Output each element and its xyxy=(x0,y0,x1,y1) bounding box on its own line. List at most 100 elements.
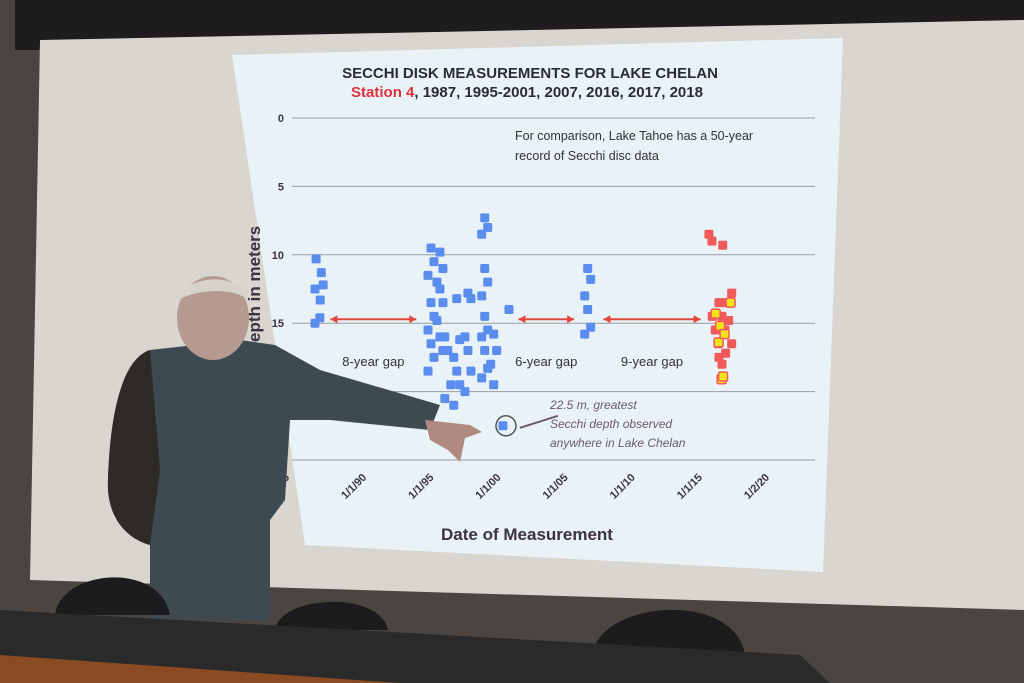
subtitle-years: , 1987, 1995-2001, 2007, 2016, 2017, 201… xyxy=(414,84,703,101)
data-point xyxy=(446,380,456,390)
data-point xyxy=(707,236,717,246)
data-point xyxy=(452,366,462,376)
data-point xyxy=(727,288,737,298)
data-point xyxy=(440,332,450,342)
data-point xyxy=(449,352,459,362)
data-point xyxy=(480,213,490,223)
chart-subtitle: Station 4, 1987, 1995-2001, 2007, 2016, … xyxy=(351,84,703,101)
data-point xyxy=(426,243,436,253)
data-point xyxy=(318,280,328,290)
data-point xyxy=(477,373,487,383)
gap-label: 6-year gap xyxy=(515,354,577,369)
record-circle xyxy=(495,415,517,437)
data-point xyxy=(315,295,325,305)
chair-back xyxy=(275,601,388,630)
gap-arrowhead xyxy=(330,315,338,324)
data-point xyxy=(504,305,514,315)
data-point xyxy=(483,222,493,232)
data-point xyxy=(311,254,321,264)
data-point xyxy=(466,366,476,376)
data-point xyxy=(423,270,433,280)
data-point xyxy=(460,332,470,342)
presenter-hair xyxy=(178,279,248,300)
data-point xyxy=(718,240,728,250)
data-point xyxy=(477,229,487,239)
presenter-shirt xyxy=(107,340,441,620)
data-point xyxy=(727,339,737,349)
y-tick-label: 5 xyxy=(278,181,284,193)
data-point xyxy=(429,352,439,362)
data-point xyxy=(480,311,490,321)
data-point xyxy=(717,371,729,382)
data-point xyxy=(717,359,727,369)
data-point xyxy=(310,318,320,328)
gap-arrowhead xyxy=(603,315,611,324)
data-point xyxy=(477,332,487,342)
record-note-line3: anywhere in Lake Chelan xyxy=(550,436,686,450)
table-edge xyxy=(0,655,400,683)
data-point xyxy=(704,229,714,239)
data-point xyxy=(443,346,453,356)
table xyxy=(0,610,830,683)
data-point xyxy=(438,263,448,273)
data-point xyxy=(586,274,596,284)
comparison-note-line1: For comparison, Lake Tahoe has a 50-year xyxy=(515,129,753,143)
chair-back xyxy=(592,609,745,655)
data-point xyxy=(310,284,320,294)
data-point xyxy=(432,315,442,325)
gap-arrowhead xyxy=(693,315,701,324)
data-point xyxy=(580,291,590,301)
subtitle-station: Station 4 xyxy=(351,84,415,101)
gap-arrowhead xyxy=(567,315,575,324)
data-point xyxy=(435,284,445,294)
comparison-note-line2: record of Secchi disc data xyxy=(515,149,659,163)
data-point xyxy=(725,297,736,308)
gap-arrowhead xyxy=(518,315,526,324)
presenter xyxy=(107,276,482,620)
data-point xyxy=(463,346,473,356)
data-point xyxy=(423,325,433,335)
data-point xyxy=(477,291,487,301)
presenter-hand xyxy=(425,420,482,462)
chart: SECCHI DISK MEASUREMENTS FOR LAKE CHELAN… xyxy=(245,65,815,544)
data-point xyxy=(426,339,436,349)
record-arrow xyxy=(519,414,559,429)
data-point xyxy=(719,328,730,340)
record-note-line2: Secchi depth observed xyxy=(550,417,672,431)
data-point xyxy=(489,329,499,339)
data-point xyxy=(583,305,593,315)
data-point xyxy=(480,346,490,356)
data-point xyxy=(466,294,476,304)
record-note-line1: 22.5 m, greatest xyxy=(549,398,637,412)
chart-title: SECCHI DISK MEASUREMENTS FOR LAKE CHELAN xyxy=(342,65,718,82)
data-point xyxy=(460,387,470,397)
data-point xyxy=(435,247,445,257)
y-tick-label: 10 xyxy=(272,250,284,262)
data-point xyxy=(498,421,508,431)
gap-label: 8-year gap xyxy=(342,354,404,369)
x-axis-label: Date of Measurement xyxy=(441,525,613,544)
data-point xyxy=(492,346,502,356)
data-point xyxy=(721,348,731,358)
data-point xyxy=(452,294,462,304)
y-tick-label: 0 xyxy=(278,113,284,125)
slide xyxy=(232,38,843,572)
data-point xyxy=(440,393,450,403)
data-point xyxy=(586,322,596,332)
data-point xyxy=(316,268,326,278)
data-point xyxy=(423,366,433,376)
data-point xyxy=(724,315,734,325)
data-point xyxy=(438,298,448,308)
data-point xyxy=(713,337,724,348)
presenter-vest xyxy=(107,350,160,545)
chair-back xyxy=(55,577,170,615)
y-axis-label: Depth in meters xyxy=(245,226,264,354)
presenter-head xyxy=(177,276,249,360)
gap-label: 9-year gap xyxy=(621,354,683,369)
y-tick-label: 15 xyxy=(272,318,284,330)
data-point xyxy=(486,359,496,369)
data-point xyxy=(710,308,721,319)
data-point xyxy=(583,263,593,273)
data-point xyxy=(580,329,590,339)
